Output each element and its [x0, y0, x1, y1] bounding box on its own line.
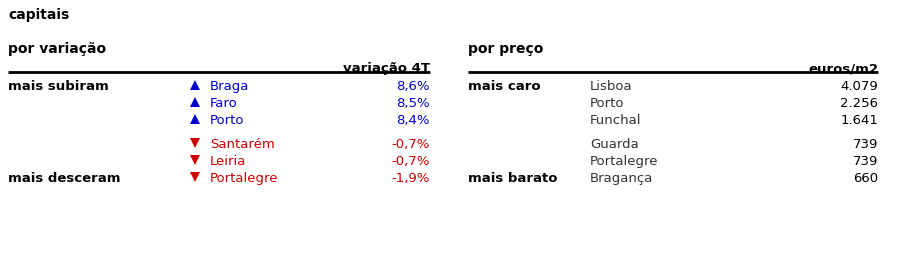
Text: 8,4%: 8,4% — [396, 114, 430, 127]
Text: euros/m2: euros/m2 — [808, 62, 878, 75]
Text: mais barato: mais barato — [468, 172, 557, 185]
Text: 4.079: 4.079 — [841, 80, 878, 93]
Text: Braga: Braga — [210, 80, 249, 93]
Text: 1.641: 1.641 — [841, 114, 878, 127]
Text: Lisboa: Lisboa — [590, 80, 633, 93]
Text: Porto: Porto — [210, 114, 245, 127]
Text: por variação: por variação — [8, 42, 106, 56]
Text: mais subiram: mais subiram — [8, 80, 109, 93]
Text: variação 4T: variação 4T — [343, 62, 430, 75]
Text: mais desceram: mais desceram — [8, 172, 120, 185]
Text: -0,7%: -0,7% — [392, 155, 430, 168]
Text: por preço: por preço — [468, 42, 543, 56]
Text: 2.256: 2.256 — [840, 97, 878, 110]
Text: 739: 739 — [852, 155, 878, 168]
Text: Portalegre: Portalegre — [590, 155, 658, 168]
Text: -1,9%: -1,9% — [392, 172, 430, 185]
Text: Guarda: Guarda — [590, 138, 639, 151]
Text: Funchal: Funchal — [590, 114, 642, 127]
Text: Leiria: Leiria — [210, 155, 246, 168]
Text: Porto: Porto — [590, 97, 625, 110]
Text: Santarém: Santarém — [210, 138, 275, 151]
Text: 8,5%: 8,5% — [396, 97, 430, 110]
Text: Portalegre: Portalegre — [210, 172, 279, 185]
Text: 8,6%: 8,6% — [396, 80, 430, 93]
Text: -0,7%: -0,7% — [392, 138, 430, 151]
Text: capitais: capitais — [8, 8, 69, 22]
Text: 660: 660 — [853, 172, 878, 185]
Text: mais caro: mais caro — [468, 80, 540, 93]
Text: Faro: Faro — [210, 97, 237, 110]
Text: Bragança: Bragança — [590, 172, 654, 185]
Text: 739: 739 — [852, 138, 878, 151]
